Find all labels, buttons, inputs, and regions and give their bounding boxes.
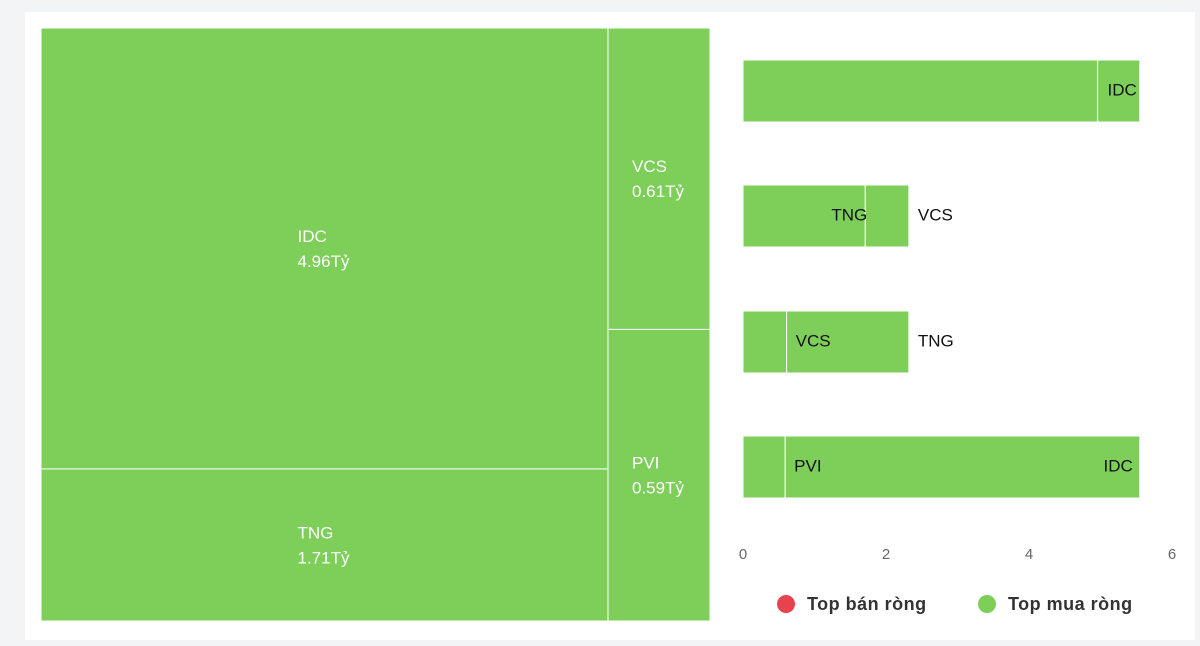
cell-label: VCS: [632, 157, 667, 176]
x-tick-label: 2: [882, 546, 890, 563]
bar-label: TNG: [831, 205, 867, 224]
legend-label: Top bán ròng: [807, 594, 927, 614]
treemap-cell: [40, 27, 609, 470]
bar-label: IDC: [1108, 80, 1137, 99]
bar-label: VCS: [796, 331, 831, 350]
treemap-cell: [607, 27, 711, 330]
legend-item[interactable]: Top mua ròng: [978, 594, 1133, 614]
bar-segment: [784, 435, 1141, 499]
x-tick-label: 6: [1168, 546, 1176, 563]
legend-swatch: [978, 595, 996, 613]
bar-segment: [742, 184, 866, 248]
bar-label: IDC: [1104, 456, 1133, 475]
cell-value: 1.71Tỷ: [297, 548, 349, 567]
cell-value: 4.96Tỷ: [297, 252, 349, 271]
cell-label: IDC: [297, 227, 326, 246]
bar-label: VCS: [918, 205, 953, 224]
cell-value: 0.59Tỷ: [632, 479, 684, 498]
bar-label: TNG: [918, 331, 954, 350]
x-tick-label: 4: [1025, 546, 1033, 563]
x-tick-label: 0: [739, 546, 747, 563]
cell-label: PVI: [632, 454, 659, 473]
treemap-cell: [40, 468, 609, 622]
bar-segment: [742, 59, 1099, 123]
bar-label: PVI: [794, 456, 821, 475]
bar-segment: [742, 435, 786, 499]
cell-value: 0.61Tỷ: [632, 182, 684, 201]
cell-label: TNG: [297, 523, 333, 542]
bar-segment: [864, 184, 910, 248]
treemap-cell: [607, 328, 711, 622]
legend-item[interactable]: Top bán ròng: [777, 594, 927, 614]
bar-segment: [786, 310, 910, 374]
bar-segment: [1097, 59, 1141, 123]
bar-segment: [742, 310, 788, 374]
legend-label: Top mua ròng: [1008, 594, 1133, 614]
legend-swatch: [777, 595, 795, 613]
